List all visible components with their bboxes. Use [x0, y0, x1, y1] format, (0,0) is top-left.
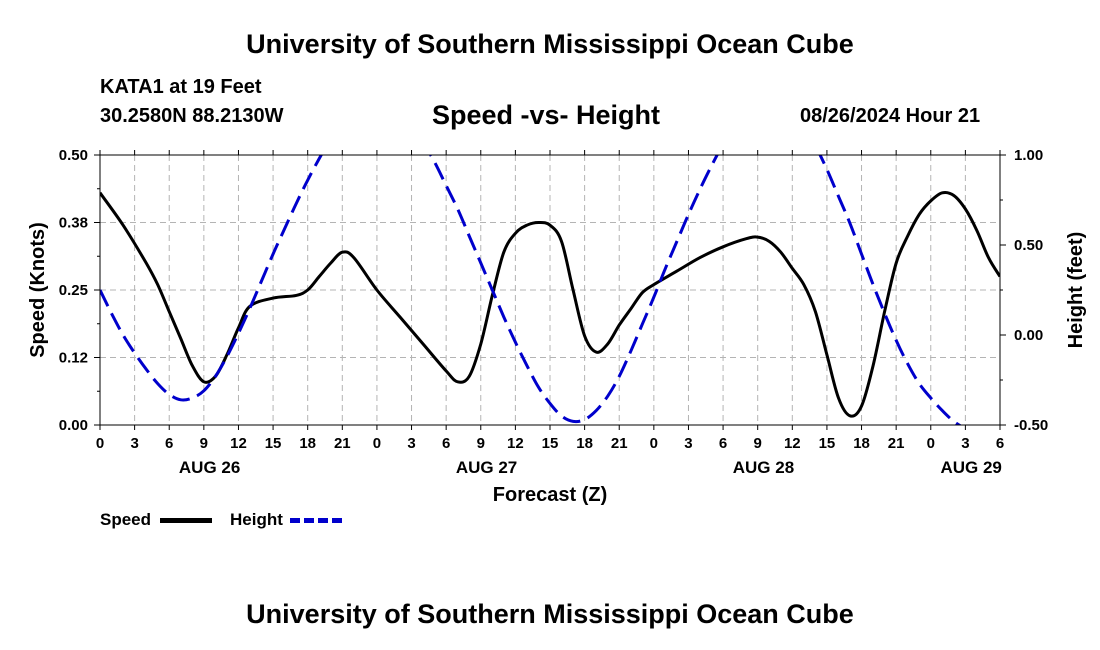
x-date-label: AUG 29 [940, 458, 1001, 477]
x-tick-label: 6 [719, 435, 727, 452]
y-right-tick-label: 1.00 [1014, 147, 1043, 164]
x-tick-label: 12 [507, 435, 524, 452]
x-tick-label: 12 [784, 435, 801, 452]
x-tick-label: 15 [542, 435, 559, 452]
x-tick-label: 18 [576, 435, 593, 452]
y-left-tick-label: 0.50 [59, 147, 88, 164]
x-date-label: AUG 27 [456, 458, 517, 477]
legend-speed-swatch [160, 518, 212, 523]
page-title: University of Southern Mississippi Ocean… [246, 29, 854, 59]
y-left-tick-label: 0.25 [59, 282, 88, 299]
x-tick-label: 3 [130, 435, 138, 452]
station-coordinates: 30.2580N 88.2130W [100, 105, 284, 127]
x-tick-label: 21 [888, 435, 905, 452]
chart-series-layer [100, 155, 1000, 425]
x-tick-label: 0 [927, 435, 935, 452]
chart-title: Speed -vs- Height [432, 100, 661, 130]
chart-axes: 0 3 6 9 12 15 18 21 0 3 6 9 12 15 18 21 0 3 6 9 12 15 18 21 0 3 6 0… [59, 147, 1048, 477]
forecast-datetime: 08/26/2024 Hour 21 [800, 105, 981, 127]
y-right-tick-label: -0.50 [1014, 417, 1048, 434]
x-tick-label: 6 [442, 435, 450, 452]
x-tick-label: 6 [996, 435, 1004, 452]
x-tick-label: 15 [819, 435, 836, 452]
x-tick-label: 12 [230, 435, 247, 452]
x-tick-label: 18 [299, 435, 316, 452]
legend-height-swatch [290, 518, 342, 523]
y-right-tick-label: 0.50 [1014, 237, 1043, 254]
x-date-label: AUG 26 [179, 458, 240, 477]
x-tick-label: 3 [407, 435, 415, 452]
x-tick-label: 0 [96, 435, 104, 452]
series-line-speed [100, 190, 1000, 418]
y-axis-left-label: Speed (Knots) [27, 222, 49, 358]
x-tick-label: 21 [611, 435, 628, 452]
y-left-tick-label: 0.12 [59, 350, 88, 367]
x-date-label: AUG 28 [733, 458, 794, 477]
x-tick-label: 3 [684, 435, 692, 452]
y-left-tick-label: 0.38 [59, 215, 88, 232]
x-tick-label: 9 [477, 435, 485, 452]
chart-grid [100, 155, 1000, 425]
y-left-tick-label: 0.00 [59, 417, 88, 434]
x-tick-label: 21 [334, 435, 351, 452]
x-tick-label: 9 [754, 435, 762, 452]
x-tick-label: 9 [200, 435, 208, 452]
series-line-height [100, 155, 962, 425]
x-tick-label: 6 [165, 435, 173, 452]
x-tick-label: 15 [265, 435, 282, 452]
x-tick-label: 0 [373, 435, 381, 452]
legend-height-label: Height [230, 510, 283, 529]
legend-speed-label: Speed [100, 510, 152, 529]
x-axis-label: Forecast (Z) [493, 484, 607, 506]
footer-title: University of Southern Mississippi Ocean… [246, 599, 854, 629]
station-label: KATA1 at 19 Feet [100, 76, 262, 98]
x-tick-label: 3 [961, 435, 969, 452]
y-right-tick-label: 0.00 [1014, 327, 1043, 344]
x-tick-label: 0 [650, 435, 658, 452]
y-axis-right-label: Height (feet) [1065, 232, 1087, 349]
x-tick-label: 18 [853, 435, 870, 452]
